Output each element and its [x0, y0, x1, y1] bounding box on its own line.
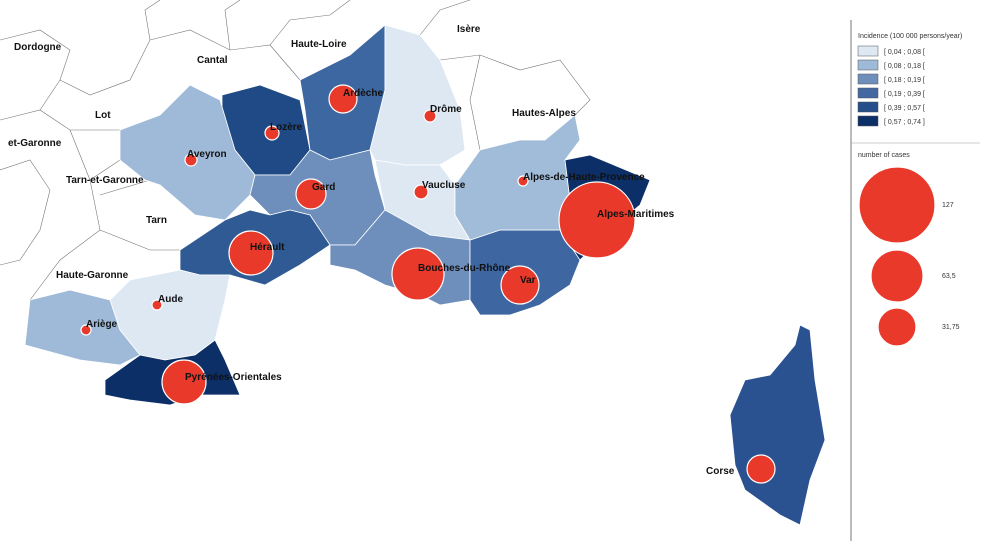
- region-label: Gard: [312, 182, 335, 193]
- border: [224, 0, 351, 51]
- neighbor-label: Hautes-Alpes: [512, 108, 576, 119]
- neighbor-label: et-Garonne: [8, 138, 62, 149]
- region-label: Aveyron: [187, 149, 227, 160]
- legend-size-label: 127: [942, 202, 954, 209]
- legend-title: number of cases: [858, 152, 910, 159]
- case-circle: [328, 84, 358, 114]
- neighbor-label: Dordogne: [14, 42, 62, 53]
- region-label: Vaucluse: [422, 180, 466, 191]
- border: [0, 0, 161, 96]
- legend-circle: [877, 307, 917, 347]
- case-circle: [161, 359, 207, 405]
- neighbor-label: Haute-Garonne: [56, 270, 129, 281]
- legend-class-label: [ 0,08 ; 0,18 [: [884, 63, 925, 70]
- case-circle: [558, 181, 636, 259]
- region-label: Aude: [158, 294, 183, 305]
- case-circle: [391, 247, 445, 301]
- region: [729, 324, 826, 526]
- region-label: Var: [520, 275, 536, 286]
- legend-classes: [ 0,04 ; 0,08 [ [ 0,08 ; 0,18 [ [ 0,18 ; 0…: [857, 45, 925, 127]
- case-circle: [184, 153, 198, 167]
- case-circle: [500, 265, 540, 305]
- case-circle: [295, 178, 327, 210]
- legend-swatch: [857, 115, 879, 127]
- case-circle: [228, 230, 274, 276]
- region-label: Corse: [706, 466, 735, 477]
- legend-size-label: 63,5: [942, 273, 956, 280]
- case-circle: [517, 175, 529, 187]
- legend-swatch: [857, 59, 879, 71]
- legend-class-label: [ 0,39 ; 0,57 [: [884, 105, 925, 112]
- case-circle: [80, 324, 92, 336]
- case-circle: [151, 299, 163, 311]
- region-label: Drôme: [430, 104, 462, 115]
- legend-class-label: [ 0,19 ; 0,39 [: [884, 91, 925, 98]
- legend: Incidence (100 000 persons/year) [ 0,04 …: [850, 20, 992, 541]
- region-label: Alpes-de-Haute-Provence: [523, 172, 645, 183]
- case-circle: [413, 184, 429, 200]
- region-label: Bouches-du-Rhône: [418, 263, 511, 274]
- region-label: Pyrénées-Orientales: [185, 372, 282, 383]
- legend-class-label: [ 0,57 ; 0,74 ]: [884, 119, 925, 126]
- legend-swatch: [857, 73, 879, 85]
- border: [29, 129, 180, 301]
- neighbor-label: Lot: [95, 110, 111, 121]
- neighbor-borders: [0, 0, 591, 301]
- case-circles: [80, 84, 776, 484]
- region-label: Ariège: [86, 319, 118, 330]
- case-circle: [746, 454, 776, 484]
- legend-circle: [870, 249, 924, 303]
- neighbor-label: Isère: [457, 24, 481, 35]
- case-circle: [264, 125, 280, 141]
- border: [419, 0, 591, 151]
- region-label: Ardèche: [343, 88, 383, 99]
- region-label: Lozère: [270, 122, 303, 133]
- neighbor-label: Tarn: [146, 215, 167, 226]
- neighbor-label: Cantal: [197, 55, 228, 66]
- legend-class-label: [ 0,18 ; 0,19 [: [884, 77, 925, 84]
- legend-swatch: [857, 101, 879, 113]
- region-label: Alpes-Maritimes: [597, 209, 675, 220]
- legend-circle: [858, 166, 936, 244]
- border: [0, 79, 120, 266]
- region-label: Hérault: [250, 242, 285, 253]
- neighbor-labels: Dordogne Cantal Haute-Loire Isère Lot et…: [8, 24, 576, 281]
- neighbor-label: Haute-Loire: [291, 39, 347, 50]
- region-labels: Lozère Ardèche Drôme Aveyron Gard Vauclu…: [86, 88, 735, 477]
- case-circle: [423, 109, 437, 123]
- legend-title: Incidence (100 000 persons/year): [858, 33, 962, 40]
- legend-size-label: 31,75: [942, 324, 960, 331]
- legend-swatch: [857, 87, 879, 99]
- legend-class-label: [ 0,04 ; 0,08 [: [884, 49, 925, 56]
- neighbor-label: Tarn-et-Garonne: [66, 175, 144, 186]
- legend-swatch: [857, 45, 879, 57]
